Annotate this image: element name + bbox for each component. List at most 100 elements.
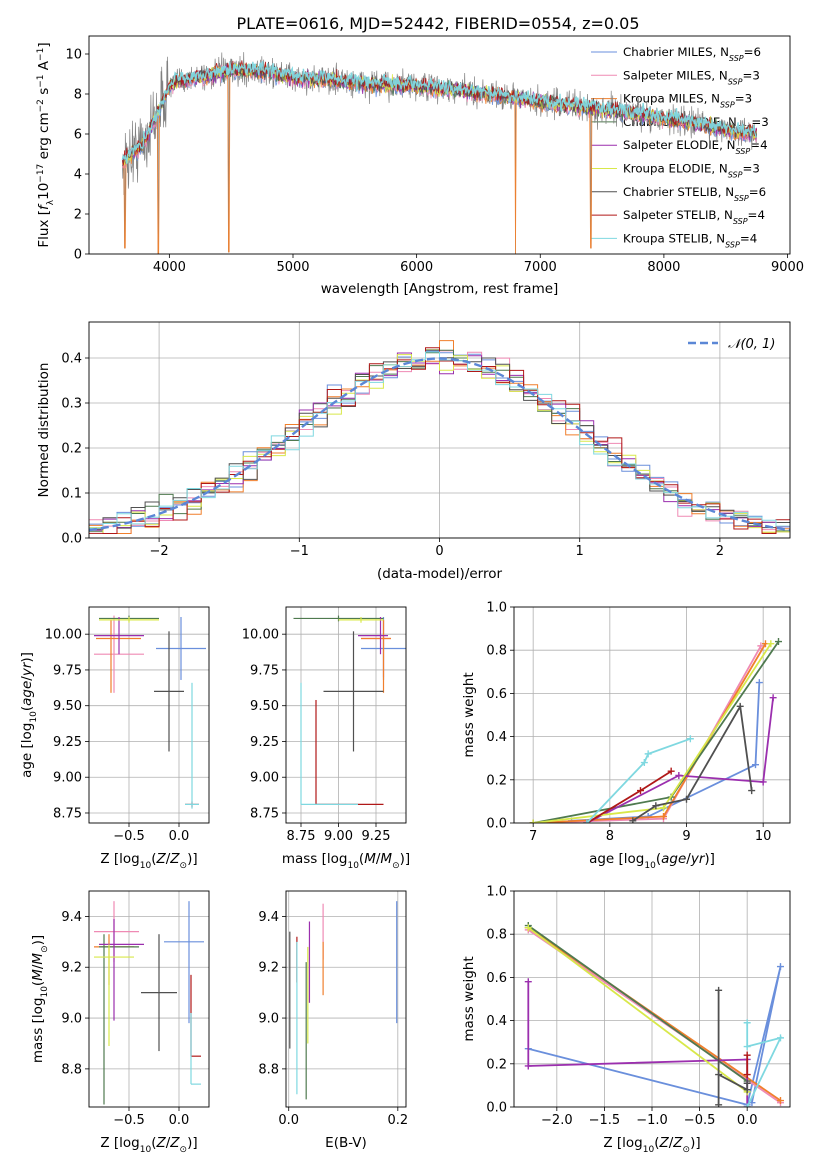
x-tick-label: 9.25	[362, 829, 391, 844]
weight-line-3	[527, 924, 748, 1082]
x-tick-label: −2	[150, 544, 169, 559]
weight-marker	[755, 679, 763, 687]
weight-marker	[776, 1034, 784, 1042]
weight-marker	[637, 787, 644, 795]
x-tick-label: 7	[529, 829, 537, 844]
weight-marker	[667, 767, 675, 775]
y-tick-label: 0.0	[61, 532, 82, 547]
x-tick-label: 0.0	[278, 1113, 299, 1128]
legend-entry: Chabrier MILES, NSSP=6	[623, 45, 761, 63]
x-axis-label: wavelength [Angstrom, rest frame]	[321, 281, 559, 297]
age-vs-metallicity-panel: −0.5 0.0 8.75 9.00 9.25 9.50 9.75 10.00 Z [log10…	[19, 606, 210, 871]
x-tick-label: −1.5	[589, 1113, 621, 1128]
weight-marker	[644, 750, 652, 758]
weight-marker	[743, 1071, 751, 1079]
grid	[514, 607, 790, 823]
weight-marker	[686, 735, 694, 743]
weight-marker	[524, 924, 532, 932]
legend-entry: Kroupa MILES, NSSP=3	[623, 92, 752, 110]
y-axis-label: Normed distribution	[36, 363, 52, 498]
x-tick-label: 0.2	[387, 1113, 408, 1128]
y-tick-label: 0.2	[486, 773, 507, 788]
y-tick-label: 9.2	[61, 961, 82, 976]
weight-marker	[736, 702, 744, 710]
y-axis-label: mass weight	[461, 672, 477, 757]
y-tick-label: 8.8	[61, 1062, 82, 1077]
x-tick-label: 7000	[524, 260, 557, 275]
ticks: −0.5 0.0 8.75 9.00 9.25 9.50 9.75 10.00	[45, 628, 190, 844]
y-tick-label: 9.0	[61, 1012, 82, 1027]
weight-line-8	[586, 737, 691, 823]
plot-area	[514, 891, 790, 1107]
figure-title: PLATE=0616, MJD=52442, FIBERID=0554, z=0…	[236, 14, 639, 33]
y-tick-label: 1.0	[486, 601, 507, 616]
y-tick-label: 9.25	[250, 735, 279, 750]
x-tick-label: 8	[606, 829, 614, 844]
legend-entry: Kroupa STELIB, NSSP=4	[623, 231, 757, 249]
y-tick-label: 0.8	[486, 928, 507, 943]
y-tick-label: 0.4	[486, 1014, 507, 1029]
y-axis-label: Flux [fλ10−17 erg cm−2 s−1 A−1]	[36, 42, 56, 247]
mass-weight-vs-metallicity-panel: −2.0 −1.5 −1.0 −0.5 0.0 0.0 0.2 0.4 0.6 0.8 1.0 Z […	[461, 885, 791, 1155]
y-tick-label: 0.2	[486, 1057, 507, 1072]
x-tick-label: −1	[290, 544, 309, 559]
legend-entry: Salpeter STELIB, NSSP=4	[623, 208, 765, 226]
x-tick-label: −0.5	[113, 1113, 145, 1128]
weight-marker	[776, 1097, 784, 1105]
y-axis-label: mass weight	[461, 956, 477, 1041]
weight-marker	[743, 1079, 751, 1087]
x-tick-label: 2	[716, 544, 724, 559]
weight-marker	[660, 804, 667, 812]
x-tick-label: 5000	[276, 260, 309, 275]
legend-entry: Salpeter MILES, NSSP=3	[623, 68, 760, 86]
y-tick-label: 0.0	[486, 1101, 507, 1116]
x-tick-label: 9000	[771, 260, 804, 275]
y-tick-label: 0.2	[61, 442, 82, 457]
x-tick-label: −0.5	[113, 829, 145, 844]
legend-entry: Kroupa ELODIE, NSSP=3	[623, 162, 760, 180]
y-tick-label: 8.8	[258, 1062, 279, 1077]
y-tick-label: 9.75	[53, 663, 82, 678]
y-tick-label: 9.00	[250, 771, 279, 786]
weight-marker	[715, 1071, 723, 1079]
x-tick-label: 1	[576, 544, 584, 559]
y-axis-label: mass [log10(M/M⊙)]	[30, 935, 50, 1063]
x-axis-label: Z [log10(Z/Z⊙)]	[603, 1135, 700, 1155]
ticks: 8.75 9.00 9.25 8.75 9.00 9.25 9.50 9.75 10.00	[242, 628, 391, 844]
legend-entry: Chabrier STELIB, NSSP=6	[623, 185, 766, 203]
histogram-8	[89, 351, 790, 529]
weight-marker	[715, 986, 723, 994]
y-tick-label: 9.75	[250, 663, 279, 678]
mass-vs-metallicity-panel: −0.5 0.0 8.8 9.0 9.2 9.4 Z [log10(Z/Z⊙)] mass […	[30, 890, 210, 1155]
y-tick-label: 9.25	[53, 735, 82, 750]
x-tick-label: −0.5	[684, 1113, 716, 1128]
y-tick-label: 9.4	[258, 910, 279, 925]
y-tick-label: 0.3	[61, 397, 82, 412]
axes-frame	[88, 35, 791, 255]
plot-area	[286, 607, 406, 823]
axes-frame	[285, 890, 407, 1108]
plot-area	[89, 607, 209, 823]
weight-line-8	[746, 1022, 783, 1107]
weight-line-4	[586, 697, 774, 823]
ticks: −2.0 −1.5 −1.0 −0.5 0.0 0.0 0.2 0.4 0.6 0.8 1.0	[486, 885, 757, 1129]
y-tick-label: 8.75	[250, 806, 279, 821]
residuals-panel: −2 −1 0 1 2 0.0 0.1 0.2 0.3 0.4 𝒩(0, 1) (data-model…	[36, 321, 791, 582]
y-tick-label: 8.75	[53, 806, 82, 821]
grid	[89, 607, 209, 823]
weight-marker	[743, 1103, 751, 1107]
weight-marker	[583, 819, 591, 823]
y-tick-label: 0.6	[486, 971, 507, 986]
weight-marker	[767, 640, 775, 648]
ticks: −0.5 0.0 8.8 9.0 9.2 9.4	[61, 910, 189, 1128]
weight-marker	[743, 1043, 751, 1051]
mass-weight-vs-age-panel: 7 8 9 10 0.0 0.2 0.4 0.6 0.8 1.0 age [log10(age/yr…	[461, 601, 791, 871]
x-axis-label: Z [log10(Z/Z⊙)]	[100, 1135, 197, 1155]
y-tick-label: 6	[74, 128, 82, 143]
y-tick-label: 10	[65, 48, 82, 63]
y-tick-label: 0.4	[61, 352, 82, 367]
axes-frame	[88, 321, 791, 539]
ticks: 7 8 9 10 0.0 0.2 0.4 0.6 0.8 1.0	[486, 601, 771, 845]
weight-marker	[752, 761, 759, 769]
gaussian-curve	[89, 357, 790, 532]
